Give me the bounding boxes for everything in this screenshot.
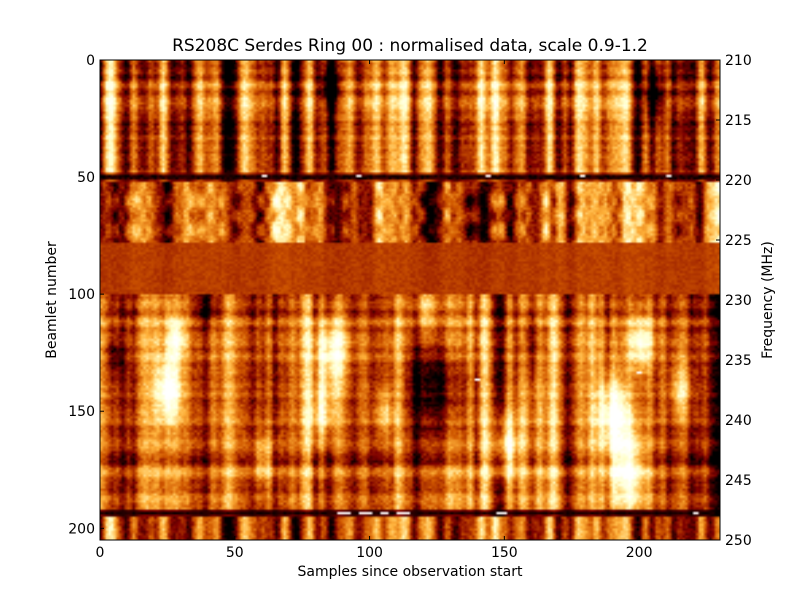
y2-axis-label: Frequency (MHz) — [760, 241, 776, 359]
y2-tick-label: 240 — [725, 413, 752, 429]
x-tick-label: 0 — [96, 545, 105, 561]
y2-tick-label: 235 — [725, 353, 752, 369]
x-tick-label: 150 — [491, 545, 518, 561]
x-tick-label: 50 — [226, 545, 244, 561]
x-axis-ticks: 0 50 100 150 200 — [96, 60, 653, 561]
y2-tick-label: 225 — [725, 233, 752, 249]
y2-tick-label: 245 — [725, 473, 752, 489]
y-tick-label: 200 — [68, 521, 95, 537]
y-tick-label: 0 — [86, 53, 95, 69]
y2-tick-label: 250 — [725, 533, 752, 549]
plot-area — [99, 59, 721, 541]
x-tick-label: 200 — [626, 545, 653, 561]
y2-tick-label: 220 — [725, 173, 752, 189]
y2-axis-ticks: 210 215 220 225 230 235 240 245 250 — [716, 53, 752, 549]
y-tick-label: 100 — [68, 287, 95, 303]
x-axis-label: Samples since observation start — [298, 564, 523, 580]
heatmap-image — [100, 60, 720, 540]
x-tick-label: 100 — [356, 545, 383, 561]
y-tick-label: 50 — [77, 170, 95, 186]
y2-tick-label: 215 — [725, 113, 752, 129]
y-axis-ticks: 0 50 100 150 200 — [68, 53, 104, 537]
y-axis-label: Beamlet number — [44, 241, 60, 359]
y-tick-label: 150 — [68, 404, 95, 420]
chart-title: RS208C Serdes Ring 00 : normalised data,… — [172, 36, 648, 56]
y2-tick-label: 210 — [725, 53, 752, 69]
y2-tick-label: 230 — [725, 293, 752, 309]
